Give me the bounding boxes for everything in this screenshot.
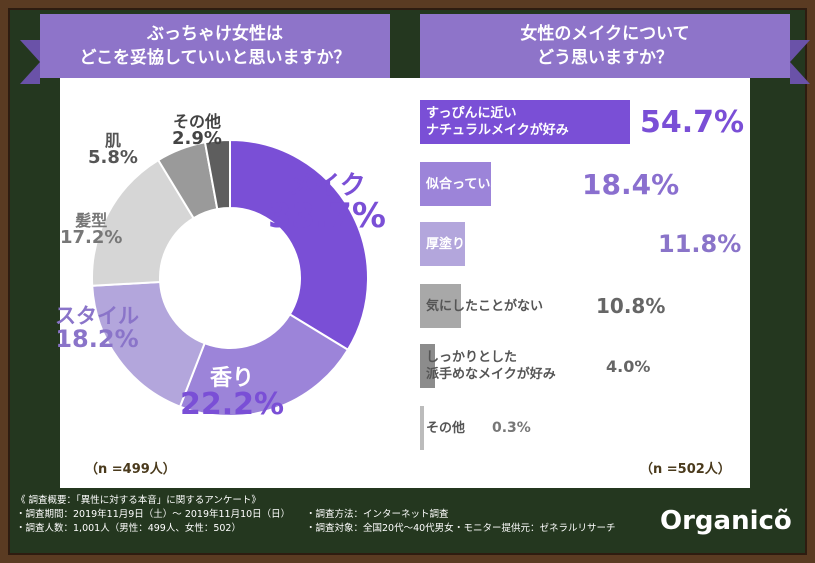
- donut-slice-5: [203, 138, 231, 211]
- bar-value-2: 11.8%: [658, 230, 742, 258]
- bar-label-2-line-0: 厚塗り感があるメイクは苦手: [426, 236, 595, 252]
- bar-value-0: 54.7%: [640, 104, 745, 140]
- donut-value-5: 2.9%: [172, 128, 222, 149]
- chart-panel: [60, 78, 750, 488]
- donut-category-5: その他: [172, 112, 221, 131]
- donut-category-2: スタイル: [55, 304, 139, 328]
- bar-2: [420, 222, 466, 266]
- bar-row-5: その他 0.3%: [420, 406, 750, 450]
- organico-logo: Organicõ: [660, 506, 792, 536]
- donut-category-0: メイク: [288, 171, 366, 201]
- left-sample-size: （n =499人）: [85, 462, 176, 477]
- bar-row-4: しっかりとした派手めなメイクが好み 4.0%: [420, 344, 750, 388]
- bar-label-0: すっぴんに近いナチュラルメイクが好み: [426, 100, 569, 144]
- bar-5: [420, 406, 424, 450]
- donut-slice-2: [91, 280, 206, 408]
- bar-label-3: 気にしたことがない: [426, 284, 543, 328]
- bar-row-0: すっぴんに近いナチュラルメイクが好み 54.7%: [420, 100, 750, 144]
- donut-label-0: メイク 33.7%: [268, 173, 386, 233]
- bar-label-5: その他: [426, 406, 465, 450]
- bar-label-2: 厚塗り感があるメイクは苦手: [426, 222, 595, 266]
- footer-line-3: ・調査人数：1,001人（男性：499人、女性：502）: [16, 523, 241, 534]
- ribbon-tail-right: [790, 40, 810, 84]
- right-title-line1: 女性のメイクについて: [520, 24, 690, 44]
- donut-label-4: 肌 5.8%: [88, 133, 138, 167]
- bar-row-2: 厚塗り感があるメイクは苦手 11.8%: [420, 222, 750, 266]
- donut-chart: [91, 138, 369, 417]
- footer-line-5: ・調査対象：全国20代～40代男女: [306, 523, 454, 534]
- donut-value-3: 17.2%: [60, 227, 123, 248]
- donut-category-1: 香り: [210, 366, 255, 391]
- footer-line-1: 《 調査概要：「異性に対する本音」に関するアンケート》: [16, 495, 261, 506]
- bar-3: [420, 284, 462, 328]
- bar-label-1: 似合っていれば良い: [426, 162, 542, 206]
- donut-label-1: 香り 22.2%: [180, 368, 284, 420]
- footer-line-4: ・調査方法：インターネット調査: [306, 509, 449, 520]
- donut-value-1: 22.2%: [180, 387, 285, 422]
- donut-category-3: 髪型: [75, 211, 108, 230]
- left-title-line2: どこを妥協していいと思いますか？: [79, 48, 351, 68]
- bar-label-0-line-1: ナチュラルメイクが好み: [426, 123, 569, 138]
- bar-label-4-line-1: 派手めなメイクが好み: [426, 367, 556, 382]
- bar-value-3: 10.8%: [596, 294, 666, 318]
- bar-label-0-line-0: すっぴんに近い: [426, 106, 517, 121]
- bar-label-5-line-0: その他: [426, 420, 466, 436]
- donut-label-5: その他 2.9%: [172, 114, 222, 148]
- bar-row-3: 気にしたことがない 10.8%: [420, 284, 750, 328]
- bar-value-1: 18.4%: [582, 167, 680, 201]
- bar-value-5: 0.3%: [492, 420, 531, 436]
- donut-slice-0: [229, 138, 369, 352]
- bar-label-3-line-0: 気にしたことがない: [426, 298, 544, 314]
- donut-category-4: 肌: [104, 131, 121, 150]
- bar-0: [420, 100, 630, 144]
- right-title-ribbon: 女性のメイクについて どう思いますか？: [420, 14, 790, 78]
- donut-value-4: 5.8%: [88, 147, 138, 168]
- ribbon-tail-left: [20, 40, 40, 84]
- left-title-line1: ぶっちゃけ女性は: [147, 24, 283, 44]
- donut-label-3: 髪型 17.2%: [60, 213, 122, 247]
- footer-line-6: ・モニター提供元：ゼネラルリサーチ: [454, 523, 616, 534]
- footer-line-2: ・調査期間：2019年11月9日（土）～ 2019年11月10日（日）: [16, 509, 291, 520]
- donut-label-2: スタイル 18.2%: [55, 304, 139, 353]
- right-sample-size: （n =502人）: [640, 462, 731, 477]
- bar-row-1: 似合っていれば良い 18.4%: [420, 162, 750, 206]
- donut-value-2: 18.2%: [55, 325, 139, 353]
- bar-label-4-line-0: しっかりとした: [426, 350, 518, 365]
- bar-label-4: しっかりとした派手めなメイクが好み: [426, 344, 556, 388]
- right-title-line2: どう思いますか？: [537, 48, 673, 68]
- donut-value-0: 33.7%: [268, 196, 386, 236]
- bar-1: [420, 162, 491, 206]
- bar-value-4: 4.0%: [606, 356, 651, 376]
- bar-label-1-line-0: 似合っていれば良い: [426, 176, 543, 192]
- donut-slice-1: [178, 313, 350, 417]
- bar-4: [420, 344, 436, 388]
- donut-slice-3: [91, 158, 195, 287]
- left-title-ribbon: ぶっちゃけ女性は どこを妥協していいと思いますか？: [40, 14, 390, 78]
